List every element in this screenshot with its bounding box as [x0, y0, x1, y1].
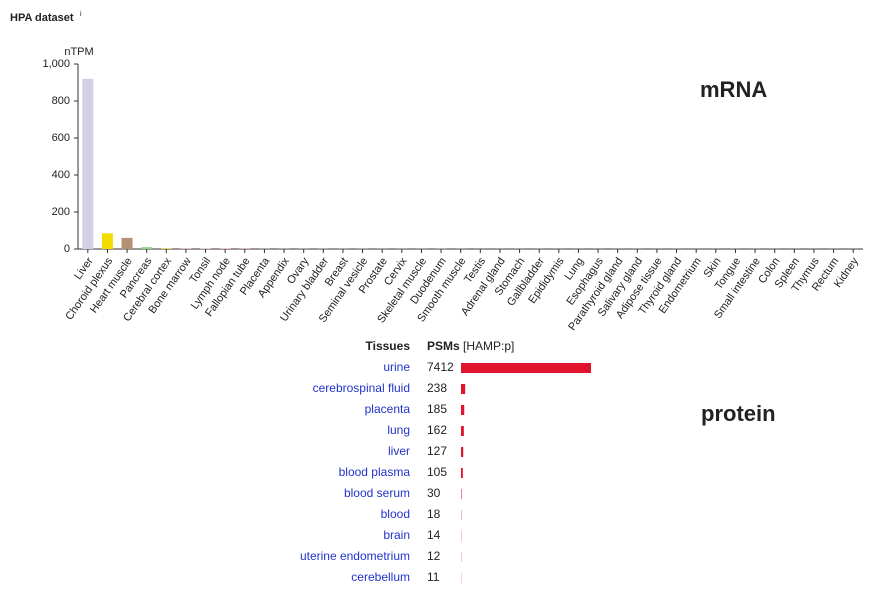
bar	[141, 247, 153, 249]
value-label: 185	[427, 402, 447, 416]
tissue-link[interactable]: uterine endometrium	[300, 549, 410, 563]
value-label: 30	[427, 486, 441, 500]
bar	[461, 447, 464, 457]
tissue-link[interactable]: placenta	[365, 402, 411, 416]
tissue-link[interactable]: brain	[383, 528, 410, 542]
bar	[461, 426, 464, 436]
y-tick-label: 0	[64, 243, 70, 255]
value-label: 14	[427, 528, 441, 542]
tissue-link[interactable]: lung	[387, 423, 410, 437]
y-tick-label: 600	[52, 132, 70, 144]
column-header: Tissues	[366, 339, 411, 353]
y-tick-label: 1,000	[42, 58, 70, 70]
y-tick-label: 800	[52, 95, 70, 107]
unit-note: [HAMP:p]	[463, 339, 514, 353]
y-tick-label: 400	[52, 169, 70, 181]
bar	[121, 237, 133, 249]
info-icon[interactable]: i	[80, 11, 82, 18]
bar	[461, 405, 465, 415]
value-label: 162	[427, 423, 447, 437]
bar	[180, 248, 192, 249]
bar	[101, 233, 113, 249]
bar	[461, 489, 462, 499]
tissue-link[interactable]: cerebrospinal fluid	[313, 381, 410, 395]
value-label: 18	[427, 507, 441, 521]
annotation: mRNA	[700, 77, 767, 102]
tissue-link[interactable]: blood plasma	[339, 465, 411, 479]
bar	[200, 248, 212, 249]
bar	[461, 363, 591, 373]
bar	[461, 384, 466, 394]
title: HPA dataset	[10, 12, 74, 24]
tissue-link[interactable]: blood	[381, 507, 410, 521]
value-label: 238	[427, 381, 447, 395]
bar	[82, 78, 94, 249]
tissue-link[interactable]: liver	[388, 444, 410, 458]
value-label: 105	[427, 465, 447, 479]
bar	[160, 248, 172, 249]
tissue-link[interactable]: blood serum	[344, 486, 410, 500]
value-label: 11	[427, 570, 440, 584]
bar	[461, 468, 463, 478]
value-label: 7412	[427, 360, 454, 374]
annotation: protein	[701, 401, 776, 426]
value-label: 12	[427, 549, 441, 563]
tissue-link[interactable]: cerebellum	[351, 570, 410, 584]
y-tick-label: 200	[52, 206, 70, 218]
column-header: PSMs	[427, 339, 460, 353]
bar	[219, 248, 231, 249]
tissue-link[interactable]: urine	[383, 360, 410, 374]
y-axis-label: nTPM	[64, 46, 93, 58]
value-label: 127	[427, 444, 447, 458]
